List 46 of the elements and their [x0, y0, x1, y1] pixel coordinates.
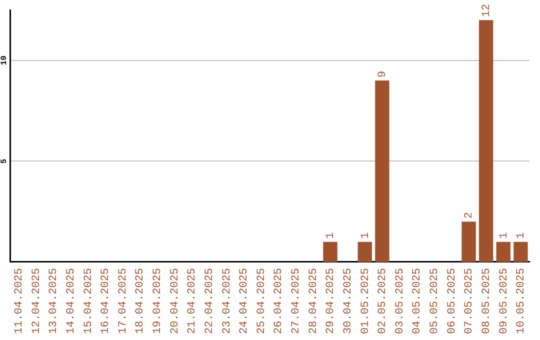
x-tick-label: 24.04.2025 [238, 268, 251, 334]
x-tick-label: 08.05.2025 [480, 268, 493, 334]
bar [375, 80, 390, 262]
x-tick-label: 02.05.2025 [377, 268, 390, 334]
bar [462, 222, 476, 262]
y-tick-label: 5 [0, 158, 10, 164]
x-tick-label: 07.05.2025 [464, 268, 476, 334]
x-tick-label: 04.05.2025 [412, 268, 424, 334]
x-tick-label: 22.04.2025 [204, 268, 216, 334]
data-label: 1 [360, 232, 372, 239]
x-tick-label: 10.05.2025 [516, 268, 528, 334]
x-tick-label: 09.05.2025 [498, 268, 510, 334]
data-label: 12 [480, 4, 493, 18]
bar [323, 242, 338, 262]
y-tick-label: 10 [0, 55, 10, 66]
data-label: 9 [377, 70, 390, 78]
x-tick-label: 23.04.2025 [221, 268, 234, 334]
x-tick-label: 30.04.2025 [342, 268, 354, 334]
bar [514, 242, 528, 262]
x-tick-label: 06.05.2025 [446, 268, 458, 334]
x-tick-label: 11.04.2025 [14, 268, 26, 334]
x-tick-label: 03.05.2025 [394, 268, 406, 334]
data-label: 1 [325, 232, 338, 239]
x-tick-label: 01.05.2025 [360, 268, 372, 334]
data-label: 1 [516, 232, 528, 239]
x-tick-label: 27.04.2025 [290, 268, 303, 334]
x-tick-label: 05.05.2025 [429, 268, 442, 334]
x-tick-label: 29.04.2025 [325, 268, 338, 334]
x-tick-label: 18.04.2025 [134, 268, 147, 334]
data-label: 1 [498, 232, 510, 239]
x-tick-label: 25.04.2025 [256, 268, 268, 334]
x-tick-label: 16.04.2025 [100, 268, 112, 334]
x-tick-label: 20.04.2025 [169, 268, 182, 334]
x-tick-label: 13.04.2025 [48, 268, 60, 334]
data-label: 2 [464, 212, 476, 219]
x-tick-label: 21.04.2025 [186, 268, 199, 334]
x-tick-label: 26.04.2025 [273, 268, 286, 334]
x-tick-label: 15.04.2025 [82, 268, 95, 334]
bar [478, 20, 494, 262]
bar [496, 242, 510, 262]
x-tick-label: 19.04.2025 [152, 268, 164, 334]
x-tick-label: 17.04.2025 [117, 268, 130, 334]
x-tick-label: 28.04.2025 [308, 268, 320, 334]
x-tick-label: 12.04.2025 [30, 268, 43, 334]
bar [358, 242, 372, 262]
x-tick-label: 14.04.2025 [65, 268, 78, 334]
